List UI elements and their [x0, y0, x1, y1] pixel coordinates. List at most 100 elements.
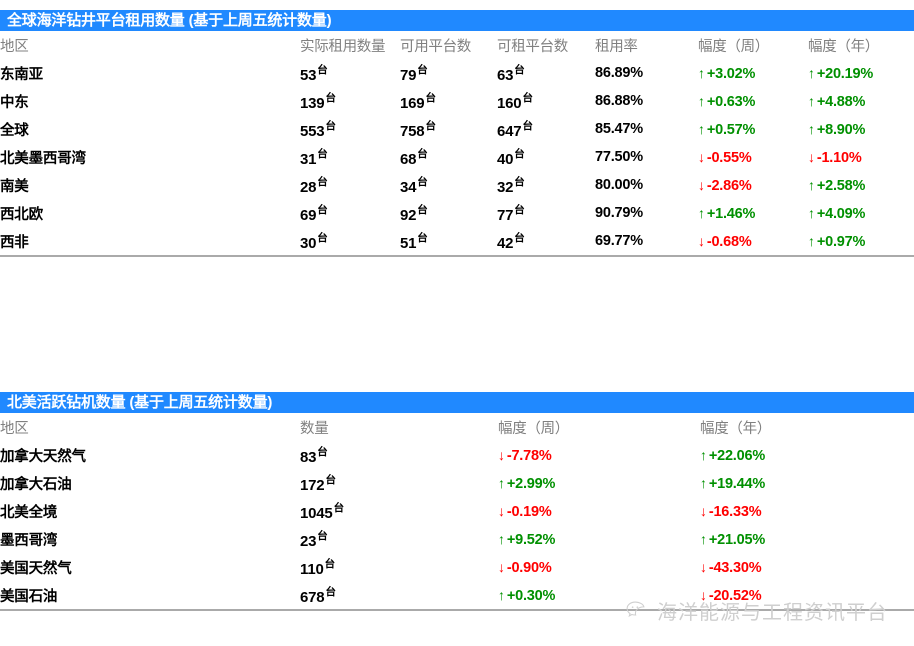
cell-available-value: 79: [400, 66, 417, 84]
cell-week-change: ↑ +1.46%: [698, 199, 808, 227]
cell-region: 全球: [0, 115, 300, 143]
cell-region: 东南亚: [0, 59, 300, 87]
cell-available-value: 51: [400, 234, 417, 252]
cell-week-change-value: ↓ -0.68%: [698, 232, 752, 250]
col-header-rate: 租用率: [595, 38, 638, 55]
cell-region-value: 墨西哥湾: [0, 532, 58, 549]
cell-actual: 28台: [300, 171, 400, 199]
cell-year-change: ↑ +2.58%: [808, 171, 914, 199]
cell-actual-value: 139: [300, 94, 325, 112]
unit-label: 台: [514, 231, 525, 244]
col-header-count: 数量: [300, 420, 329, 437]
arrow-down-icon: ↓: [698, 148, 705, 165]
cell-actual: 31台: [300, 143, 400, 171]
table-header-row: 地区 实际租用数量 可用平台数 可租平台数 租用率 幅度（周） 幅度（年）: [0, 31, 914, 59]
cell-region-value: 中东: [0, 94, 29, 111]
cell-week-change: ↓ -2.86%: [698, 171, 808, 199]
offshore-rig-utilization-block: 全球海洋钻井平台租用数量 (基于上周五统计数量) 地区 实际租用数量 可用平台数…: [0, 10, 914, 257]
cell-rate: 80.00%: [595, 171, 698, 199]
table-body: 东南亚 53台 79台 63台 86.89% ↑ +3.02% ↑ +20.19% 中东 139台 1…: [0, 59, 914, 256]
cell-region: 中东: [0, 87, 300, 115]
arrow-down-icon: ↓: [498, 558, 505, 575]
cell-week-change: ↓ -0.90%: [498, 553, 700, 581]
cell-available: 92台: [400, 199, 497, 227]
cell-week-change: ↑ +9.52%: [498, 525, 700, 553]
cell-year-change-value: ↓ -1.10%: [808, 148, 862, 166]
unit-label: 台: [514, 203, 525, 216]
cell-year-change-value: ↑ +22.06%: [700, 446, 766, 464]
cell-count: 1045台: [300, 497, 498, 525]
cell-week-change-value: ↑ +9.52%: [498, 530, 556, 548]
arrow-down-icon: ↓: [700, 586, 707, 603]
cell-available: 51台: [400, 227, 497, 256]
cell-week-change-value: ↓ -0.55%: [698, 148, 752, 166]
cell-year-change: ↑ +20.19%: [808, 59, 914, 87]
cell-count-value: 83: [300, 448, 317, 466]
col-header-region: 地区: [0, 420, 29, 437]
cell-region-value: 全球: [0, 122, 29, 139]
cell-week-change: ↓ -0.68%: [698, 227, 808, 256]
cell-actual: 139台: [300, 87, 400, 115]
cell-week-change-value: ↑ +0.30%: [498, 586, 556, 604]
arrow-up-icon: ↑: [700, 530, 707, 547]
cell-region-value: 西非: [0, 234, 29, 251]
arrow-down-icon: ↓: [700, 502, 707, 519]
table-header: 地区 数量 幅度（周） 幅度（年）: [0, 413, 914, 441]
cell-count: 83台: [300, 441, 498, 469]
table-body: 加拿大天然气 83台 ↓ -7.78% ↑ +22.06% 加拿大石油 172台 ↑ +2.99%…: [0, 441, 914, 610]
cell-week-change-value: ↓ -2.86%: [698, 176, 752, 194]
cell-region: 美国石油: [0, 581, 300, 610]
unit-label: 台: [417, 203, 428, 216]
arrow-down-icon: ↓: [498, 502, 505, 519]
cell-available-value: 169: [400, 94, 425, 112]
cell-week-change-value: ↑ +3.02%: [698, 64, 756, 82]
cell-week-change: ↓ -0.55%: [698, 143, 808, 171]
cell-rentable-value: 77: [497, 206, 514, 224]
cell-count-value: 23: [300, 532, 317, 550]
cell-year-change-value: ↓ -43.30%: [700, 558, 762, 576]
cell-region: 北美墨西哥湾: [0, 143, 300, 171]
cell-year-change-value: ↑ +0.97%: [808, 232, 866, 250]
col-header-year: 幅度（年）: [808, 38, 879, 55]
cell-rate: 90.79%: [595, 199, 698, 227]
arrow-up-icon: ↑: [808, 120, 815, 137]
arrow-up-icon: ↑: [498, 586, 505, 603]
arrow-up-icon: ↑: [700, 474, 707, 491]
cell-rate-value: 77.50%: [595, 149, 643, 165]
unit-label: 台: [425, 91, 436, 104]
unit-label: 台: [417, 147, 428, 160]
offshore-rig-utilization-title: 全球海洋钻井平台租用数量 (基于上周五统计数量): [0, 10, 914, 31]
unit-label: 台: [514, 147, 525, 160]
cell-year-change: ↓ -1.10%: [808, 143, 914, 171]
cell-count-value: 172: [300, 476, 325, 494]
arrow-up-icon: ↑: [808, 204, 815, 221]
cell-year-change-value: ↑ +19.44%: [700, 474, 766, 492]
table-row: 南美 28台 34台 32 台 80.00% ↓ -2.86% ↑ +2.58%: [0, 171, 914, 199]
cell-region: 南美: [0, 171, 300, 199]
cell-count: 678台: [300, 581, 498, 610]
unit-label: 台: [317, 175, 328, 188]
cell-actual-value: 69: [300, 206, 317, 224]
cell-region-value: 美国石油: [0, 588, 58, 605]
north-america-active-rigs-title: 北美活跃钻机数量 (基于上周五统计数量): [0, 392, 914, 413]
cell-available: 169台: [400, 87, 497, 115]
table-header: 地区 实际租用数量 可用平台数 可租平台数 租用率 幅度（周） 幅度（年）: [0, 31, 914, 59]
col-header-actual: 实际租用数量: [300, 38, 386, 55]
arrow-up-icon: ↑: [698, 92, 705, 109]
cell-region-value: 北美全境: [0, 504, 58, 521]
cell-count: 23台: [300, 525, 498, 553]
cell-year-change: ↑ +0.97%: [808, 227, 914, 256]
unit-label: 台: [325, 473, 336, 486]
cell-rentable-value: 32: [497, 178, 514, 196]
table-row: 美国石油 678台 ↑ +0.30% ↓ -20.52%: [0, 581, 914, 610]
cell-available-value: 34: [400, 178, 417, 196]
cell-available: 34台: [400, 171, 497, 199]
cell-actual: 553台: [300, 115, 400, 143]
table-row: 中东 139台 169台 160台 86.88% ↑ +0.63% ↑ +4.88%: [0, 87, 914, 115]
unit-label: 台: [325, 119, 336, 132]
unit-label: 台: [425, 119, 436, 132]
arrow-up-icon: ↑: [498, 530, 505, 547]
cell-region: 加拿大石油: [0, 469, 300, 497]
table-row: 美国天然气 110台 ↓ -0.90% ↓ -43.30%: [0, 553, 914, 581]
